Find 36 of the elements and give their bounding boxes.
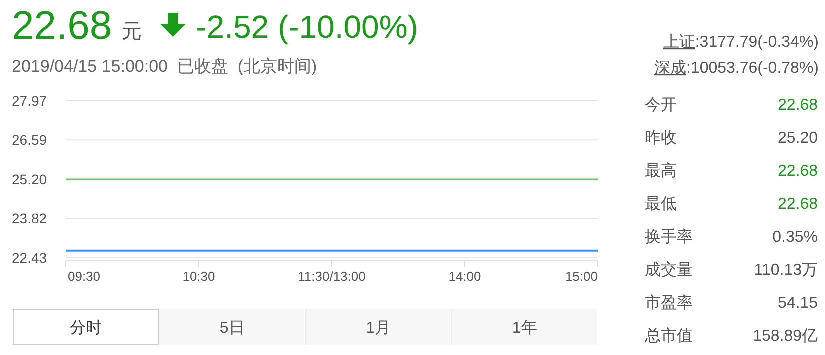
text: 5日 — [220, 320, 245, 337]
text: 22.68 — [778, 196, 818, 213]
text: 1月 — [366, 320, 392, 337]
x-tick-label: 11:30/13:00 — [298, 269, 366, 284]
category-label: 市盈率 — [645, 294, 693, 312]
category-label: 换手率 — [645, 228, 693, 246]
text: 元 — [122, 21, 142, 43]
chart-subtitle: 2019/04/15 15:00:00 已收盘 (北京时间) — [12, 57, 318, 76]
text: 54.15 — [778, 295, 818, 312]
text: 110.13万 — [754, 262, 818, 279]
y-tick-label: 23.82 — [12, 210, 48, 227]
text: 25.20 — [778, 130, 818, 147]
y-tick-label: 22.43 — [12, 250, 48, 266]
text: -2.52 (-10.00%) — [196, 9, 418, 45]
text: 分时 — [70, 319, 102, 337]
chart-title: 22.68 — [12, 4, 112, 48]
x-tick-label: 09:30 — [68, 269, 101, 284]
category-label: 最高 — [645, 162, 677, 180]
y-tick-label: 27.97 — [12, 93, 48, 109]
text: 158.89亿 — [753, 328, 818, 345]
y-tick-label: 26.59 — [12, 132, 48, 148]
x-tick-label: 10:30 — [182, 269, 216, 284]
x-tick-label: 14:00 — [448, 269, 482, 284]
category-label: 最低 — [645, 196, 677, 213]
text: 0.35% — [772, 229, 818, 246]
text: 22.68 — [778, 97, 818, 114]
category-label: 昨收 — [645, 130, 677, 147]
text: 上证:3177.79(-0.34%) — [663, 33, 819, 51]
category-label: 总市值 — [644, 327, 693, 345]
x-tick-label: 15:00 — [565, 269, 598, 284]
category-label: 成交量 — [645, 261, 693, 279]
text: 深成:10053.76(-0.78%) — [654, 59, 819, 77]
text: 22.68 — [778, 163, 818, 180]
category-label: 今开 — [645, 97, 677, 114]
y-tick-label: 25.20 — [12, 172, 48, 188]
text: 1年 — [512, 320, 538, 337]
